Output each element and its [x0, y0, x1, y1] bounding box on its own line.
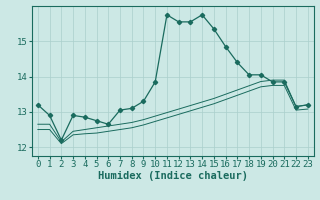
X-axis label: Humidex (Indice chaleur): Humidex (Indice chaleur)	[98, 171, 248, 181]
